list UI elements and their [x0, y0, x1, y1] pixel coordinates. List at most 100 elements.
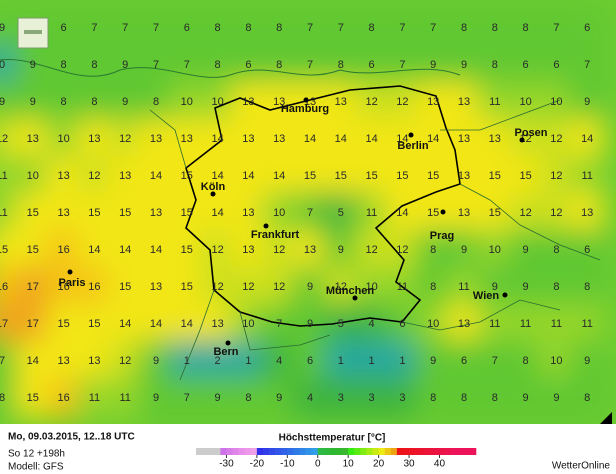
- temperature-value: 12: [365, 96, 377, 108]
- temperature-value: 10: [365, 281, 377, 293]
- temperature-value: 7: [338, 22, 344, 34]
- temperature-value: 12: [211, 244, 223, 256]
- legend-tick-label: -20: [250, 459, 265, 470]
- city-label: München: [326, 285, 375, 297]
- temperature-value: 14: [581, 133, 593, 145]
- temperature-cell: [569, 81, 605, 123]
- temperature-value: 14: [335, 133, 347, 145]
- city-label: Paris: [59, 277, 86, 289]
- temperature-value: 7: [184, 59, 190, 71]
- temperature-cell: [200, 377, 235, 419]
- temperature-cell: [231, 118, 266, 160]
- temperature-value: 8: [461, 22, 467, 34]
- temperature-cell: [15, 44, 51, 86]
- temperature-value: 8: [492, 22, 498, 34]
- temperature-value: 7: [430, 22, 436, 34]
- temperature-cell: [569, 229, 605, 271]
- temperature-cell: [138, 192, 174, 234]
- legend-swatch: [262, 448, 270, 455]
- temperature-field: [0, 7, 605, 419]
- temperature-value: 9: [215, 392, 221, 404]
- temperature-value: 8: [430, 244, 436, 256]
- temperature-value: 15: [489, 207, 501, 219]
- city-label: Berlin: [397, 140, 428, 152]
- temperature-value: 6: [184, 22, 190, 34]
- temperature-cell: [385, 303, 420, 345]
- temperature-value: 11: [119, 392, 130, 404]
- temperature-value: 8: [523, 355, 529, 367]
- temperature-value: 7: [307, 22, 313, 34]
- temperature-value: 6: [369, 59, 375, 71]
- temperature-cell: [354, 377, 389, 419]
- temperature-value: 9: [153, 355, 159, 367]
- temperature-cell: [261, 155, 297, 197]
- temperature-value: 7: [153, 22, 159, 34]
- temperature-value: 7: [91, 22, 97, 34]
- temperature-value: 15: [427, 207, 439, 219]
- legend-swatch: [275, 448, 282, 455]
- temperature-value: 9: [307, 318, 313, 330]
- city-dot: [67, 269, 73, 275]
- temperature-cell: [138, 7, 174, 49]
- temperature-value: 9: [0, 96, 5, 108]
- temperature-cell: [415, 303, 451, 345]
- temperature-value: 8: [492, 392, 498, 404]
- temperature-value: 14: [211, 133, 223, 145]
- borders: [0, 59, 601, 381]
- temperature-cell: [477, 192, 513, 234]
- temperature-value: 12: [550, 133, 562, 145]
- temperature-value: 6: [61, 22, 67, 34]
- temperature-cell: [415, 340, 451, 382]
- temperature-cell: [354, 303, 389, 345]
- temperature-value: 13: [27, 133, 39, 145]
- temperature-cell: [508, 340, 543, 382]
- temperature-cell: [569, 192, 605, 234]
- temperature-cell: [261, 44, 297, 86]
- temperature-cell: [477, 266, 513, 308]
- temperature-cell: [169, 81, 205, 123]
- temperature-value: 14: [211, 207, 223, 219]
- temperature-value: 13: [242, 96, 254, 108]
- temperature-cell: [138, 229, 174, 271]
- temperature-value: 8: [523, 22, 529, 34]
- temperature-value: 16: [0, 281, 8, 293]
- temperature-cell: [231, 266, 266, 308]
- temperature-cell: [46, 44, 81, 86]
- temperature-value: 14: [396, 207, 408, 219]
- temperature-cell: [323, 44, 359, 86]
- temperature-cell: [0, 7, 20, 49]
- temperature-value: 11: [89, 392, 100, 404]
- temperature-cell: [0, 229, 20, 271]
- legend-tick-label: 30: [403, 459, 415, 470]
- temperature-cell: [446, 81, 482, 123]
- temperature-value: 15: [519, 170, 531, 182]
- temperature-cell: [323, 340, 359, 382]
- temperature-cell: [169, 155, 205, 197]
- temperature-value: 13: [273, 96, 285, 108]
- temperature-value: 11: [520, 318, 531, 330]
- temperature-cell: [200, 155, 235, 197]
- temperature-value: 9: [430, 355, 436, 367]
- temperature-cell: [477, 81, 513, 123]
- temperature-cell: [323, 266, 359, 308]
- temperature-cell: [354, 192, 389, 234]
- temperature-cell: [292, 155, 328, 197]
- temperature-value: 14: [365, 133, 377, 145]
- temperature-cell: [200, 340, 235, 382]
- temperature-value: 14: [427, 133, 439, 145]
- temperature-cell: [138, 155, 174, 197]
- temperature-value: 13: [150, 207, 162, 219]
- legend-tick-label: -30: [219, 459, 234, 470]
- brand: WetterOnline: [552, 461, 611, 472]
- temperature-cell: [261, 81, 297, 123]
- temperature-value: 8: [245, 392, 251, 404]
- city-dot: [519, 137, 525, 143]
- legend-swatch: [366, 448, 373, 455]
- temperature-cell: [0, 340, 20, 382]
- temperature-cell: [231, 340, 266, 382]
- temperature-value: 7: [584, 59, 590, 71]
- temperature-cell: [46, 155, 81, 197]
- temperature-cell: [292, 7, 328, 49]
- model: Modell: GFS: [8, 462, 64, 473]
- temperature-cell: [385, 192, 420, 234]
